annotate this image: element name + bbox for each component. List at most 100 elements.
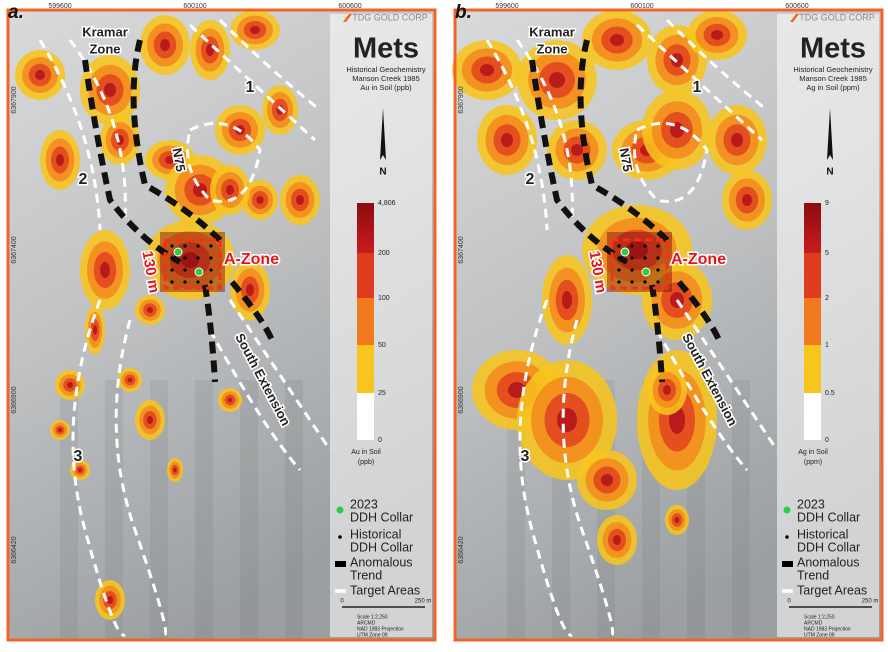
color-scale-step [357, 253, 374, 298]
legend-label: Anomalous [797, 555, 860, 569]
legend-label: Historical [350, 527, 401, 541]
color-scale-step [804, 203, 821, 253]
legend-label: DDH Collar [797, 510, 860, 524]
historical-collar [196, 244, 200, 248]
historical-collar [617, 256, 621, 260]
easting: 600600 [338, 3, 361, 10]
anomaly [107, 596, 113, 604]
historical-collar [656, 244, 660, 248]
anomaly [67, 382, 73, 388]
terrain-shade [507, 380, 525, 640]
map-label: Kramar [529, 24, 575, 39]
target-area [68, 39, 127, 221]
color-scale-step [804, 345, 821, 393]
logo: TDG GOLD CORP [352, 12, 428, 22]
map-label: A-Zone [671, 251, 726, 268]
map-label: 2 [526, 171, 535, 188]
subtitle: Historical Geochemistry [346, 65, 425, 74]
historical-collar [630, 256, 634, 260]
map-note: NAD 1983 Projection [804, 626, 851, 632]
north-label: N [379, 167, 386, 178]
historical-collar [196, 280, 200, 284]
anomaly [742, 194, 752, 206]
color-scale-label: 5 [825, 250, 829, 257]
panel-label: b. [455, 2, 472, 23]
map-label: 2 [79, 171, 88, 188]
color-scale-title: (ppb) [358, 459, 374, 466]
historical-collar [209, 244, 213, 248]
scale-bar-label: 250 m [415, 599, 432, 605]
anomaly [56, 154, 64, 166]
target-area [188, 23, 317, 142]
historical-collar [170, 244, 174, 248]
historical-collar [183, 256, 187, 260]
legend-backdrop [777, 14, 879, 637]
anomaly [181, 252, 199, 268]
subtitle: Ag in Soil (ppm) [806, 83, 860, 92]
target-area [71, 299, 126, 637]
anomalous-trend [130, 39, 225, 245]
subtitle: Manson Creek 1985 [352, 74, 420, 83]
easting: 599600 [48, 3, 71, 10]
legend-swatch [782, 561, 793, 567]
historical-collar [656, 256, 660, 260]
logo-mark [790, 14, 799, 22]
anomalous-trend [82, 59, 182, 265]
collar-2023 [620, 247, 630, 257]
map-note: ARCMD [804, 620, 823, 626]
map-frame [453, 8, 884, 642]
map-label: 3 [521, 448, 530, 465]
target-area [218, 18, 321, 112]
map-label: Zone [89, 41, 120, 56]
target-area [186, 121, 262, 203]
color-scale-label: 9 [825, 200, 829, 207]
legend-swatch [336, 506, 344, 514]
northing: 6367400 [11, 236, 18, 263]
color-scale-step [357, 393, 374, 440]
anomaly [671, 53, 683, 67]
anomaly [663, 385, 671, 395]
northing: 6366420 [458, 536, 465, 563]
historical-collar [183, 268, 187, 272]
anomaly [256, 196, 264, 204]
anomaly [674, 517, 680, 523]
terrain-shade [240, 380, 258, 640]
legend-label: Target Areas [350, 583, 420, 597]
color-scale-label: 4,806 [378, 200, 396, 207]
historical-collar [183, 244, 187, 248]
anomalous-trend [529, 59, 629, 265]
target-area [665, 18, 768, 112]
terrain-shade [150, 380, 168, 640]
historical-collar [630, 268, 634, 272]
map-note: UTM Zone 09 [804, 632, 835, 638]
collar-2023 [641, 267, 651, 277]
easting: 600600 [785, 3, 808, 10]
collar-2023 [173, 247, 183, 257]
target-area [518, 299, 573, 637]
historical-collar [630, 280, 634, 284]
legend-label: 2023 [350, 497, 378, 511]
northing: 6366900 [458, 386, 465, 413]
color-scale-label: 1 [825, 342, 829, 349]
map-label: Kramar [82, 24, 128, 39]
historical-collar [643, 256, 647, 260]
anomaly [250, 26, 260, 34]
color-scale-label: 0.5 [825, 390, 835, 397]
color-scale-label: 2 [825, 295, 829, 302]
terrain-shade [732, 380, 750, 640]
legend-label: DDH Collar [797, 540, 860, 554]
map-note: UTM Zone 09 [357, 632, 388, 638]
logo-mark [343, 14, 352, 22]
legend-label: 2023 [797, 497, 825, 511]
target-area [114, 319, 168, 637]
title: Mets [353, 33, 419, 65]
anomalous-trend [229, 280, 275, 342]
anomaly [147, 307, 153, 313]
historical-collar [170, 256, 174, 260]
color-scale-step [804, 253, 821, 298]
anomaly [731, 133, 743, 147]
northing: 6367400 [458, 236, 465, 263]
map-note: Scale 1:2,250 [357, 614, 388, 620]
anomalous-trend [577, 39, 672, 245]
